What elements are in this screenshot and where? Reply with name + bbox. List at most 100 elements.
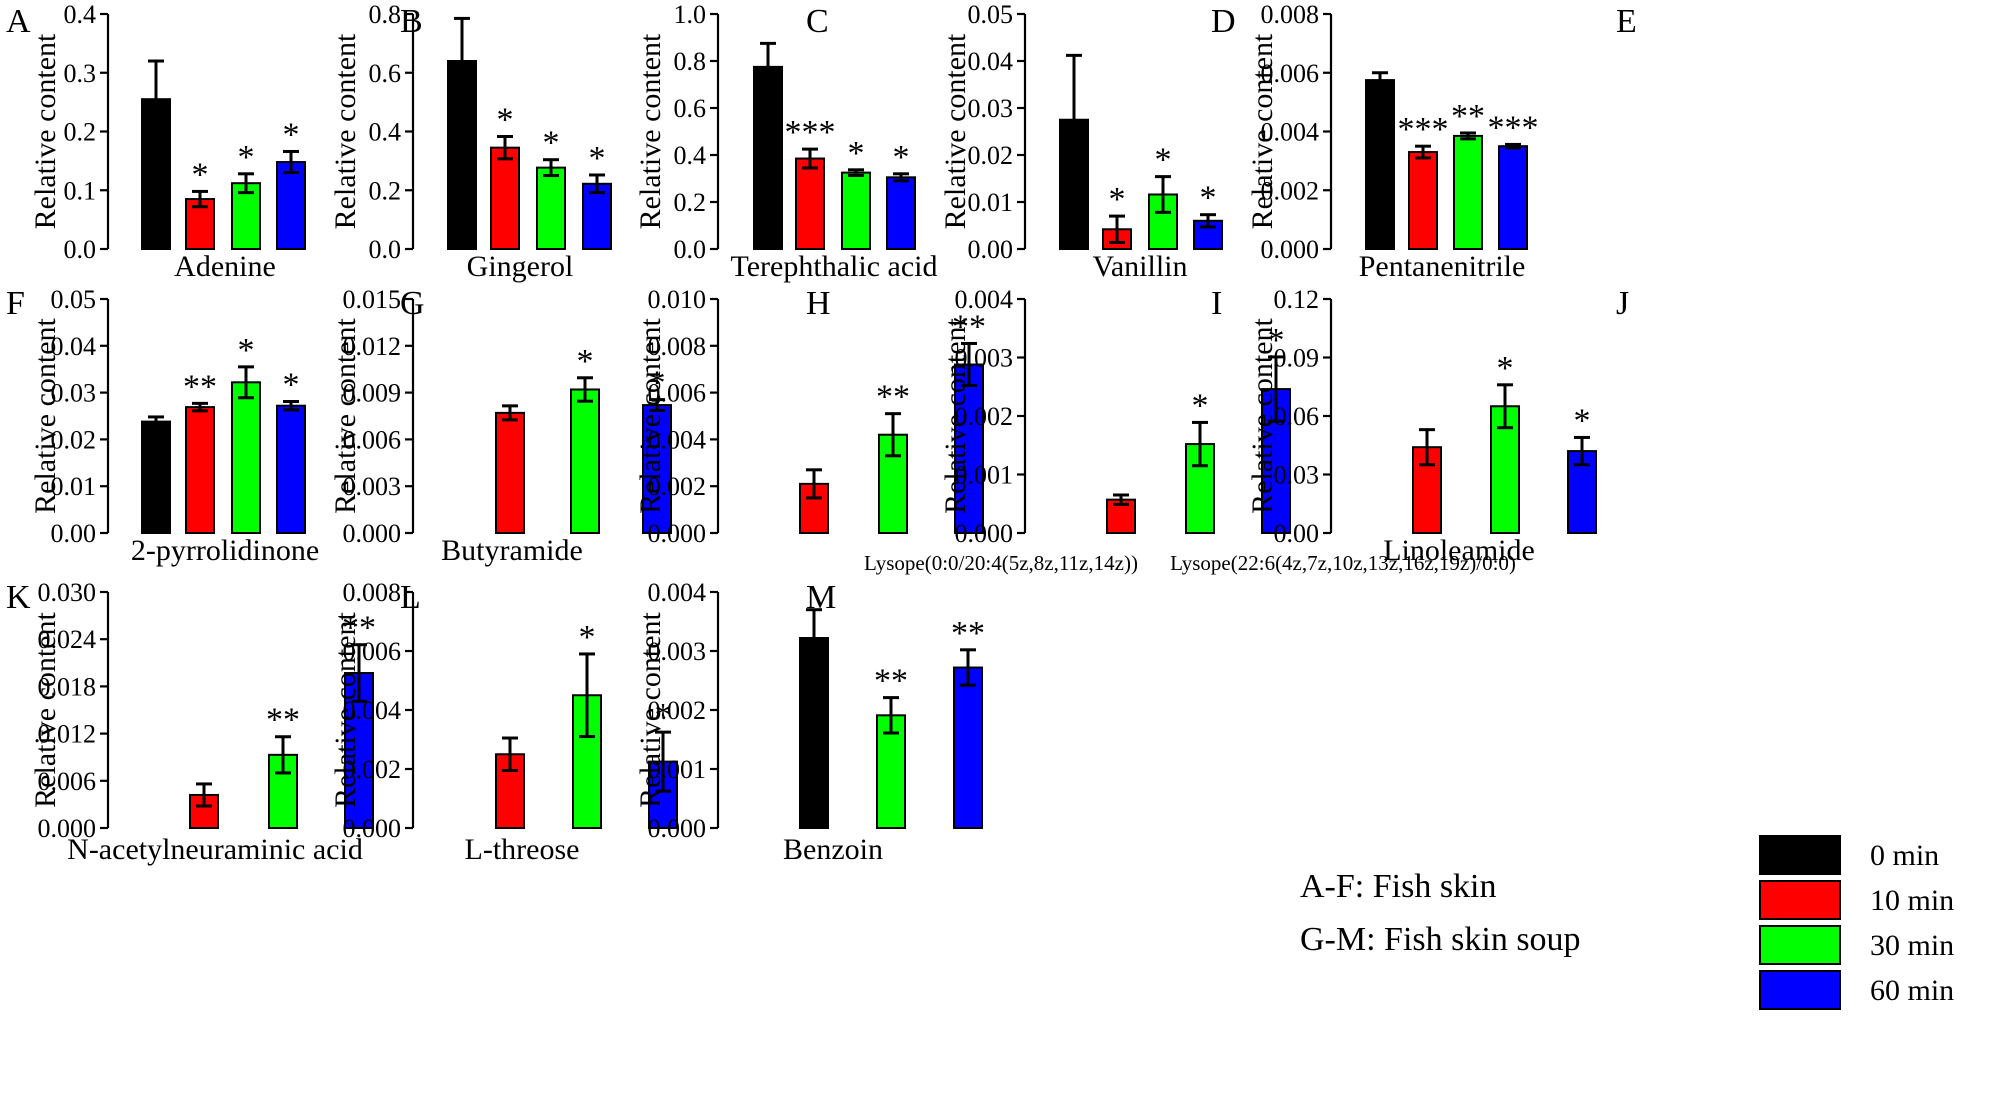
- y-tick-label: 0.002: [648, 472, 707, 501]
- y-tick-label: 0.03: [51, 379, 97, 408]
- y-tick-label: 0.008: [648, 332, 707, 361]
- y-tick-label: 0.010: [648, 285, 707, 314]
- x-axis-label: L-threose: [465, 833, 580, 866]
- y-tick-label: 0.4: [64, 0, 97, 29]
- significance-label: *: [577, 343, 594, 380]
- panel-letter: A: [6, 3, 31, 40]
- bar-60-min: [954, 363, 984, 534]
- y-tick-label: 0.04: [51, 332, 97, 361]
- y-tick-label: 0.01: [968, 188, 1014, 217]
- chart-panel-d: D 0.00 0.01 0.02 0.03 0.04 0.05 Relative conten…: [939, 0, 1236, 283]
- bar-10-min: [795, 157, 825, 250]
- y-tick-label: 0.006: [38, 767, 97, 796]
- significance-label: *: [579, 619, 596, 656]
- y-tick-label: 0.4: [674, 141, 707, 170]
- y-tick-label: 0.6: [674, 94, 707, 123]
- y-tick-label: 0.009: [343, 379, 402, 408]
- significance-label: **: [183, 368, 217, 405]
- x-axis-label: Pentanenitrile: [1359, 250, 1526, 283]
- y-tick-label: 0.003: [343, 472, 402, 501]
- chart-panel-e: E 0.000 0.002 0.004 0.006 0.008 Relative conte…: [1246, 0, 1637, 283]
- bar-60-min: [276, 161, 306, 250]
- y-tick-label: 1.0: [674, 0, 707, 29]
- y-tick-label: 0.006: [343, 425, 402, 454]
- y-axis-label: Relative content: [1246, 33, 1279, 229]
- y-tick-label: 0.000: [1261, 235, 1320, 264]
- y-tick-label: 0.1: [64, 176, 97, 205]
- panel-letter: K: [6, 579, 31, 616]
- significance-label: *: [848, 135, 865, 172]
- significance-label: *: [238, 332, 255, 369]
- bar-60-min: [953, 666, 983, 830]
- significance-label: **: [342, 610, 376, 647]
- bar-60-min: [276, 404, 306, 535]
- y-tick-label: 0.004: [648, 425, 707, 454]
- y-tick-label: 0.00: [51, 519, 97, 548]
- y-tick-label: 0.0: [369, 235, 402, 264]
- x-axis-label: N-acetylneuraminic acid: [67, 833, 363, 866]
- y-tick-label: 0.06: [1274, 402, 1320, 431]
- significance-label: *: [1497, 350, 1514, 387]
- y-tick-label: 0.024: [38, 625, 97, 654]
- significance-label: *: [283, 366, 300, 403]
- y-tick-label: 0.003: [955, 344, 1014, 373]
- y-tick-label: 0.000: [343, 519, 402, 548]
- y-tick-label: 0.05: [51, 285, 97, 314]
- bar-0-min: [753, 65, 783, 250]
- y-tick-label: 0.000: [648, 814, 707, 843]
- significance-label: *: [893, 139, 910, 176]
- chart-panel-g: G0.0000.0030.0060.0090.0120.015Relative …: [329, 285, 672, 567]
- x-axis-label: Benzoin: [783, 833, 883, 866]
- figure-note: A-F: Fish skin: [1300, 868, 1497, 905]
- y-tick-label: 0.3: [64, 59, 97, 88]
- x-axis-label: Vanillin: [1093, 250, 1188, 283]
- bar-60-min: [1567, 450, 1597, 535]
- y-tick-label: 0.012: [343, 332, 402, 361]
- figure-notes: A-F: Fish skin G-M: Fish skin soup: [1300, 868, 1581, 958]
- x-axis-label: Linoleamide: [1383, 534, 1535, 567]
- chart-panel-l: L 0.000 0.002 0.004 0.006 0.008 Relative conte…: [329, 578, 678, 866]
- y-tick-label: 0.002: [648, 696, 707, 725]
- y-tick-label: 0.00: [968, 235, 1014, 264]
- significance-label: *: [649, 365, 666, 402]
- bar-10-min: [1408, 151, 1438, 250]
- x-axis-label: Lysope(0:0/20:4(5z,8z,11z,14z)): [864, 551, 1138, 575]
- legend-label: 30 min: [1870, 929, 1954, 962]
- y-tick-label: 0.12: [1274, 285, 1320, 314]
- y-axis-label: Relative content: [329, 611, 362, 807]
- panel-letter: C: [806, 3, 829, 40]
- y-tick-label: 0.09: [1274, 344, 1320, 373]
- chart-panel-k: K 0.000 0.006 0.012 0.018 0.024 0.030 Relative …: [6, 578, 376, 866]
- panel-letter: J: [1616, 285, 1629, 322]
- legend-swatch: [1759, 925, 1841, 965]
- y-tick-label: 0.2: [64, 118, 97, 147]
- bar-60-min: [582, 182, 612, 251]
- bar-30-min: [536, 166, 566, 251]
- significance-label: *: [589, 140, 606, 177]
- significance-label: *: [1155, 142, 1172, 179]
- y-axis-label: Relative content: [29, 33, 62, 229]
- bar-60-min: [642, 404, 672, 534]
- significance-label: *: [1192, 387, 1209, 424]
- figure-note: G-M: Fish skin soup: [1300, 921, 1581, 958]
- y-tick-label: 0.2: [674, 188, 707, 217]
- x-axis-label: Adenine: [174, 250, 276, 283]
- y-tick-label: 0.006: [1261, 59, 1320, 88]
- x-axis-label: Lysope(22:6(4z,7z,10z,13z,16z,19z)/0:0): [1170, 551, 1516, 575]
- y-axis-label: Relative content: [634, 611, 667, 807]
- bar-10-min: [490, 146, 520, 250]
- significance-label: *: [283, 116, 300, 153]
- panel-letter: I: [1211, 285, 1222, 322]
- y-tick-label: 0.03: [968, 94, 1014, 123]
- y-tick-label: 0.000: [38, 814, 97, 843]
- significance-label: *: [497, 101, 514, 138]
- significance-label: ***: [785, 114, 836, 151]
- panel-letter: E: [1616, 3, 1637, 40]
- y-axis-label: Relative content: [939, 33, 972, 229]
- bar-30-min: [231, 381, 261, 534]
- bar-60-min: [886, 176, 916, 250]
- y-axis-label: Relative content: [939, 317, 972, 513]
